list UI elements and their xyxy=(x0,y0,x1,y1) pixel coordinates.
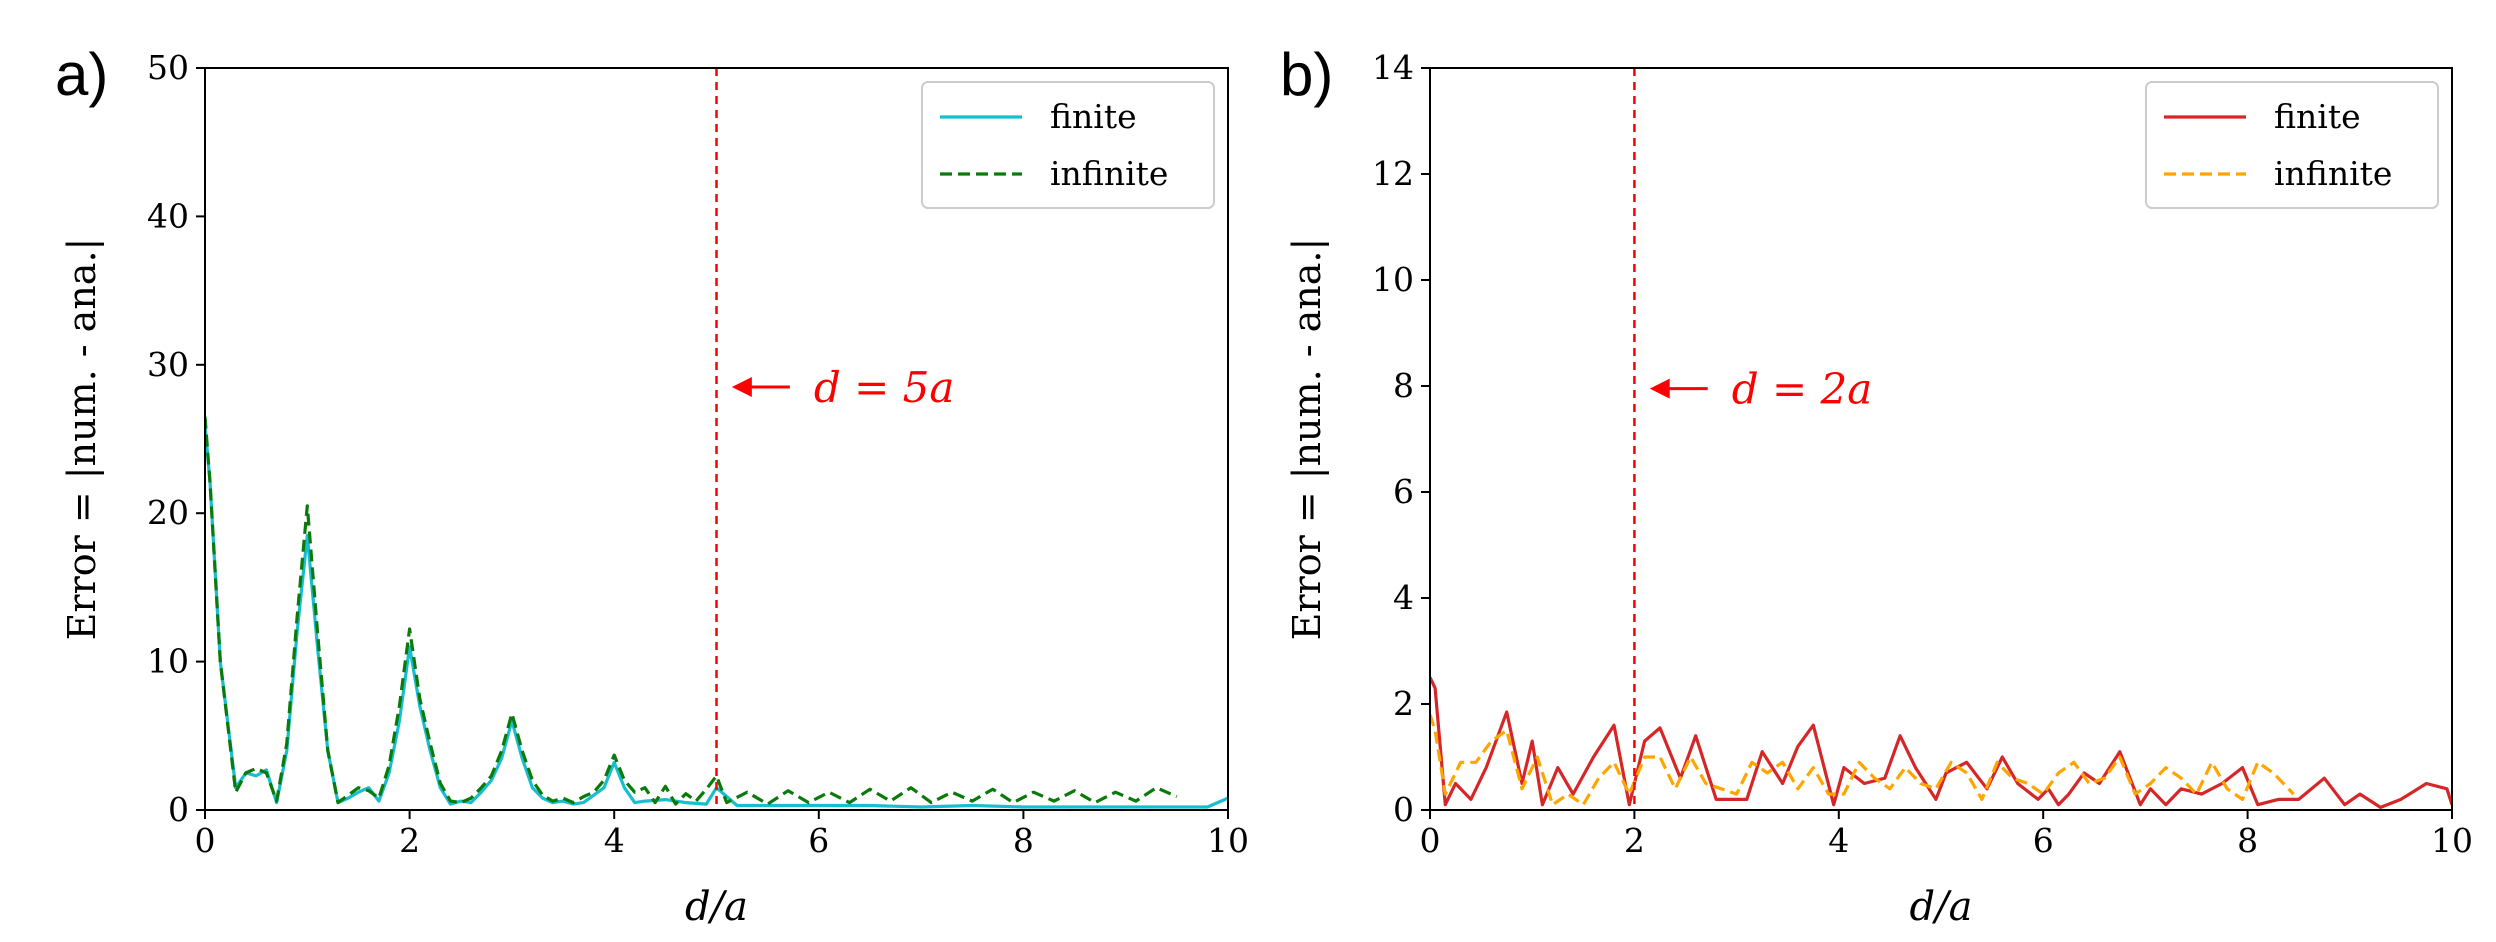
annotation-arrow-head xyxy=(731,377,752,398)
series-line-finite xyxy=(1430,676,2452,810)
y-tick-label: 10 xyxy=(1372,260,1414,299)
x-tick-label: 4 xyxy=(604,821,625,860)
y-tick-label: 30 xyxy=(147,345,189,384)
panel-label: a) xyxy=(55,41,108,108)
series-group xyxy=(1430,676,2452,810)
panel-a: a) 0 2 4 6 8 10 0 10 20 30 40 50 d/a Error = |num. - a… xyxy=(55,41,1249,930)
x-tick-label: 10 xyxy=(2431,821,2473,860)
annotation-text: d = 5a xyxy=(814,363,955,412)
x-tick-label: 2 xyxy=(1624,821,1645,860)
legend-label: infinite xyxy=(2274,154,2392,193)
y-tick-label: 12 xyxy=(1372,154,1414,193)
y-tick-label: 0 xyxy=(168,790,189,829)
legend-label: finite xyxy=(2274,97,2361,136)
y-axis-label: Error = |num. - ana.| xyxy=(60,238,104,641)
plot-frame xyxy=(1429,67,2453,811)
x-tick-label: 2 xyxy=(399,821,420,860)
y-tick-label: 4 xyxy=(1393,578,1414,617)
x-tick-label: 8 xyxy=(2237,821,2258,860)
legend-box xyxy=(2145,81,2439,209)
x-tick-label: 0 xyxy=(195,821,216,860)
panel-b: b) 0 2 4 6 8 10 0 2 4 6 8 10 12 14 d/a Error = |num. - a… xyxy=(1280,41,2473,930)
annotation-text: d = 2a xyxy=(1732,365,1873,414)
y-tick-label: 8 xyxy=(1393,366,1414,405)
annotation-arrow-head xyxy=(1649,378,1670,399)
x-tick-label: 6 xyxy=(2033,821,2054,860)
x-tick-label: 8 xyxy=(1013,821,1034,860)
y-tick-label: 14 xyxy=(1372,48,1414,87)
y-tick-label: 0 xyxy=(1393,790,1414,829)
x-axis-label: d/a xyxy=(1910,884,1973,930)
y-tick-label: 6 xyxy=(1393,472,1414,511)
legend-label: finite xyxy=(1050,97,1137,136)
y-tick-label: 40 xyxy=(147,196,189,235)
y-tick-label: 2 xyxy=(1393,684,1414,723)
y-axis-label: Error = |num. - ana.| xyxy=(1285,238,1329,641)
x-axis-label: d/a xyxy=(685,884,748,930)
x-tick-label: 10 xyxy=(1207,821,1249,860)
y-tick-label: 50 xyxy=(147,48,189,87)
legend-label: infinite xyxy=(1050,154,1168,193)
panel-label: b) xyxy=(1280,41,1333,108)
x-tick-label: 0 xyxy=(1420,821,1441,860)
series-line-infinite xyxy=(205,416,1178,806)
y-tick-label: 10 xyxy=(147,642,189,681)
series-line-finite xyxy=(205,424,1228,809)
series-group xyxy=(205,416,1228,809)
legend-box xyxy=(921,81,1215,209)
y-tick-label: 20 xyxy=(147,493,189,532)
plot-frame xyxy=(204,67,1229,811)
x-tick-label: 6 xyxy=(808,821,829,860)
x-tick-label: 4 xyxy=(1828,821,1849,860)
series-line-infinite xyxy=(1430,714,2295,807)
